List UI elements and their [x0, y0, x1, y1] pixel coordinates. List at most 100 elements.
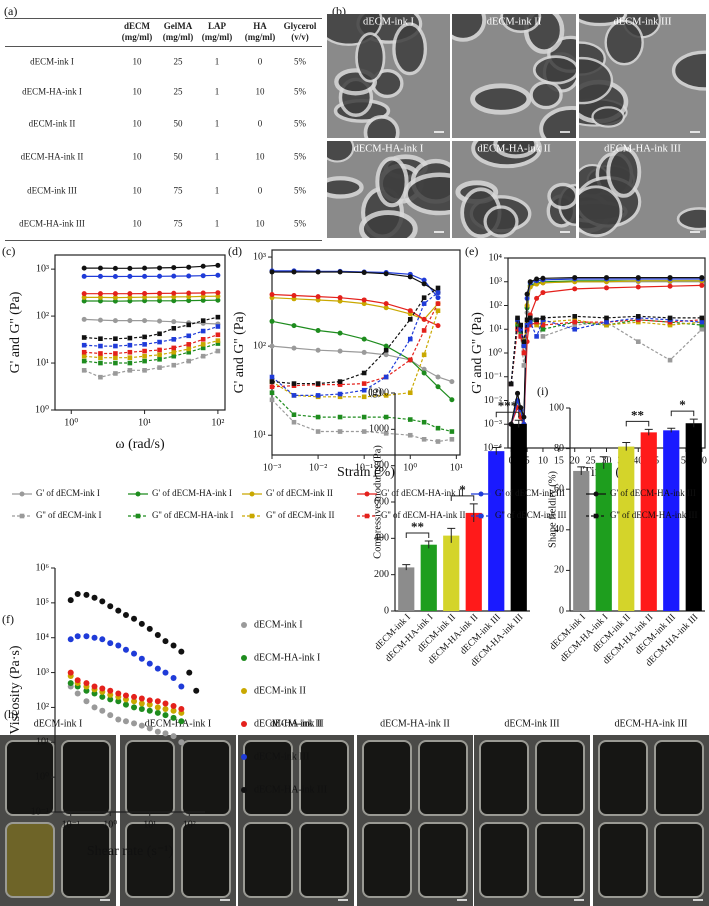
- series-line: [271, 399, 452, 443]
- data-point: [127, 265, 133, 271]
- error-bar: [492, 447, 501, 455]
- data-point: [407, 417, 413, 422]
- table-cell: 25: [173, 56, 183, 67]
- x-tick-label: 10⁰: [64, 417, 78, 428]
- data-point: [521, 414, 527, 420]
- legend-marker: [19, 491, 25, 497]
- y-axis-title: Shape fieldity (%): [547, 471, 558, 548]
- data-point: [91, 634, 98, 641]
- data-point: [127, 349, 133, 355]
- legend-label: G' of dECM-HA-ink II: [381, 488, 464, 498]
- table-cell: 1: [214, 218, 220, 229]
- data-point: [361, 414, 367, 420]
- sem-pore: [529, 80, 563, 110]
- data-point: [97, 291, 103, 297]
- x-tick-label: 10¹: [138, 417, 151, 428]
- table-cell: 25: [173, 86, 183, 97]
- sem-pore: [493, 141, 539, 159]
- legend-marker: [241, 688, 247, 694]
- sem-pore: [532, 55, 576, 85]
- x-tick-label: 5: [525, 455, 530, 466]
- sem-label: dECM-HA-ink I: [354, 143, 424, 154]
- data-point: [186, 264, 192, 270]
- data-point: [138, 655, 145, 662]
- y-axis-title: Viscosity (Pa·s): [8, 645, 23, 734]
- y-tick-label: 10⁻³: [484, 419, 502, 430]
- data-point: [97, 294, 103, 300]
- data-point: [337, 382, 343, 387]
- data-point: [127, 298, 133, 304]
- legend-marker: [135, 513, 141, 519]
- data-point: [215, 324, 221, 329]
- plot-frame: [271, 249, 461, 456]
- data-point: [361, 349, 367, 355]
- data-point: [540, 322, 546, 328]
- column-header: GelMA (mg/ml): [162, 21, 194, 42]
- y-tick-label: 10⁰: [488, 347, 502, 358]
- data-point: [162, 712, 169, 719]
- data-point: [361, 336, 367, 342]
- data-point: [383, 343, 389, 349]
- data-point: [171, 362, 177, 368]
- legend-marker: [241, 787, 247, 793]
- data-point: [171, 353, 177, 359]
- data-point: [449, 429, 455, 434]
- y-tick-label: 0: [559, 605, 564, 616]
- y-tick-label: 10⁴: [489, 252, 503, 263]
- row-label: dECM-HA-ink II: [20, 151, 84, 162]
- x-tick-label: 10: [538, 455, 548, 466]
- data-point: [186, 290, 192, 296]
- legend-marker: [593, 513, 599, 519]
- data-point: [291, 419, 297, 425]
- data-point: [421, 352, 427, 358]
- series-line: [271, 292, 439, 396]
- well: [598, 740, 648, 816]
- data-point: [435, 323, 441, 329]
- data-point: [171, 337, 177, 342]
- table-cell: 1: [214, 185, 220, 196]
- data-point: [315, 414, 321, 420]
- data-point: [157, 347, 162, 353]
- data-point: [98, 374, 103, 380]
- legend-marker: [241, 754, 247, 760]
- data-point: [200, 328, 206, 334]
- error-bar: [514, 419, 523, 428]
- data-point: [115, 690, 122, 697]
- data-point: [186, 669, 193, 676]
- error-bar: [424, 540, 433, 549]
- table-cell: 1: [214, 86, 220, 97]
- data-point: [383, 347, 389, 353]
- data-point: [170, 707, 177, 714]
- well: [418, 740, 468, 816]
- sem-label: dECM-ink I: [363, 16, 415, 27]
- data-point: [131, 693, 138, 700]
- photo-label: dECM-ink II: [270, 718, 322, 729]
- bar: [465, 512, 482, 611]
- y-tick-label: 10³: [253, 251, 266, 262]
- x-tick-label: 10⁻³: [263, 462, 281, 473]
- column-header: Glycerol (v/v): [283, 21, 317, 42]
- significance-label: *: [679, 397, 686, 412]
- data-point: [131, 650, 138, 657]
- data-point: [215, 290, 221, 296]
- significance-bracket: [405, 532, 430, 539]
- data-point: [193, 687, 200, 694]
- y-tick-label: 10¹: [36, 357, 49, 368]
- data-point: [521, 343, 527, 349]
- data-point: [127, 368, 133, 373]
- data-point: [200, 337, 206, 342]
- data-point: [534, 319, 539, 325]
- table-cell: 0: [257, 56, 263, 67]
- bar: [573, 470, 590, 611]
- data-point: [91, 704, 98, 711]
- data-point: [291, 381, 297, 386]
- y-tick-label: 40: [554, 524, 564, 535]
- data-point: [604, 322, 609, 328]
- x-tick-label: 25: [586, 455, 596, 466]
- data-point: [81, 368, 87, 373]
- data-point: [98, 336, 103, 341]
- data-point: [361, 381, 367, 386]
- data-point: [635, 284, 641, 290]
- data-point: [407, 274, 413, 280]
